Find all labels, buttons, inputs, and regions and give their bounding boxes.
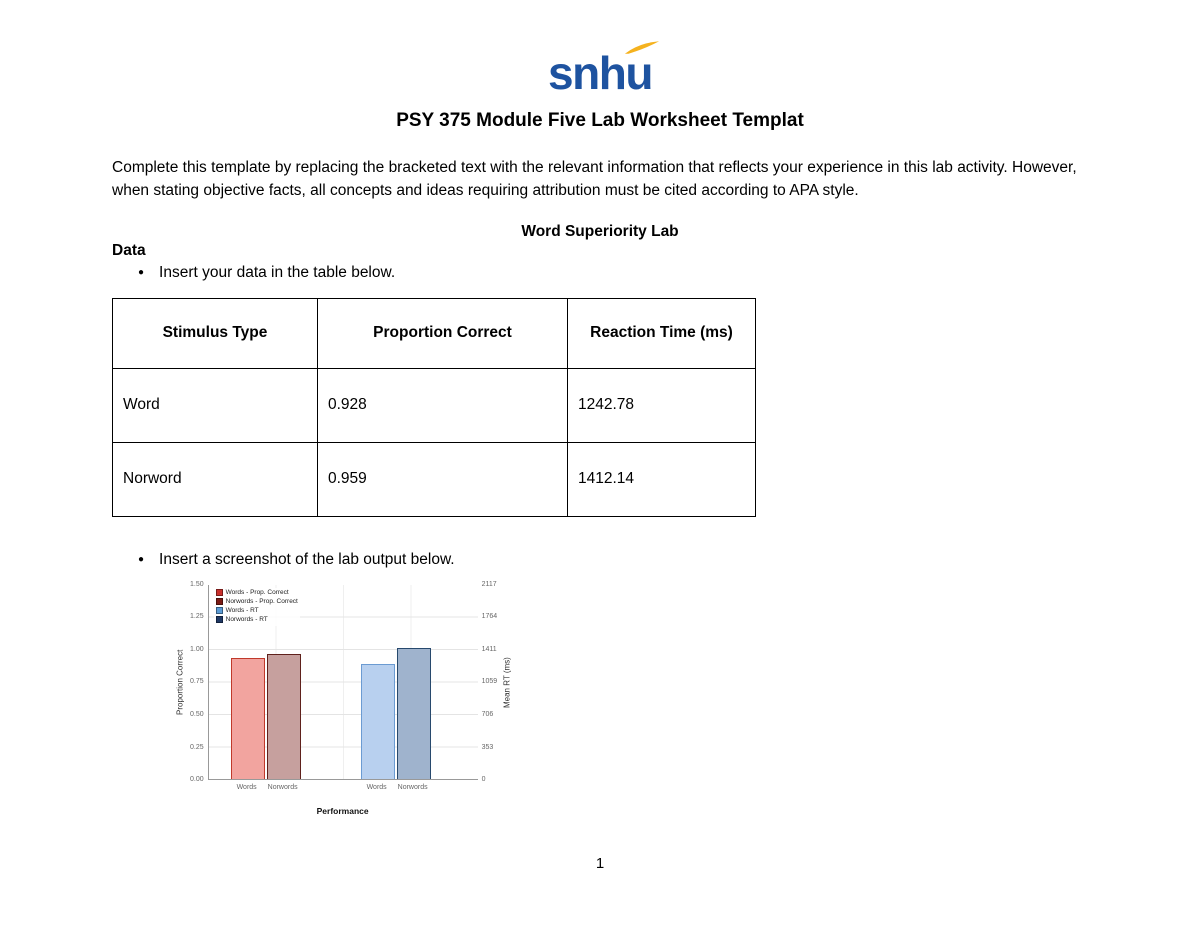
table-header-cell: Reaction Time (ms) <box>567 297 756 369</box>
legend-swatch <box>215 615 223 623</box>
bullet-text: Insert a screenshot of the lab output be… <box>159 550 455 568</box>
axis-tick-label: 0.25 <box>190 743 204 751</box>
legend-item: Norwords - RT <box>215 615 298 623</box>
page-number: 1 <box>595 855 605 872</box>
legend-swatch <box>215 597 223 605</box>
axis-tick-label: 0.00 <box>190 776 204 784</box>
legend-label: Words - Prop. Correct <box>225 588 289 596</box>
table-cell: 1412.14 <box>567 441 756 517</box>
logo-row: snhu <box>0 0 1200 96</box>
snhu-logo: snhu <box>548 41 660 99</box>
axis-tick-label: 0 <box>481 776 486 784</box>
bullet-icon <box>138 267 144 278</box>
table-cell: Norword <box>112 441 318 517</box>
chart-x-tick-label: Norwords <box>267 783 298 791</box>
legend-label: Norwords - Prop. Correct <box>225 597 298 605</box>
table-header-cell: Proportion Correct <box>317 297 568 369</box>
legend-swatch <box>215 588 223 596</box>
legend-item: Words - Prop. Correct <box>215 588 298 596</box>
legend-label: Words - RT <box>225 606 259 614</box>
axis-tick-label: 353 <box>481 743 494 751</box>
chart-bar <box>396 648 431 779</box>
axis-tick-label: 706 <box>481 711 494 719</box>
legend-swatch <box>215 606 223 614</box>
chart-plot: Words - Prop. Correct Norwords - Prop. Co… <box>207 584 478 780</box>
axis-tick-label: 1411 <box>481 645 497 653</box>
page-title: PSY 375 Module Five Lab Worksheet Templa… <box>396 110 804 131</box>
table-header-row: Stimulus Type Proportion Correct Reaction … <box>112 297 756 369</box>
chart-bar <box>266 653 301 779</box>
chart-bar <box>230 657 265 779</box>
chart-x-tick-label: Words <box>366 783 387 791</box>
axis-tick-label: 1.50 <box>190 580 204 588</box>
data-heading: Data <box>112 241 146 259</box>
axis-tick-label: 2117 <box>481 580 497 588</box>
x-axis-title: Performance <box>316 805 369 816</box>
table-row: Word 0.928 1242.78 <box>112 367 756 443</box>
right-ticks: 2117 1764 1411 1059 706 353 0 <box>478 581 502 784</box>
chart-x-tick-label: Words <box>236 783 257 791</box>
bullet-item-insert-screenshot: Insert a screenshot of the lab output be… <box>112 551 1088 569</box>
legend-item: Norwords - Prop. Correct <box>215 597 298 605</box>
document-content: PSY 375 Module Five Lab Worksheet Templa… <box>0 110 1200 816</box>
axis-tick-label: 1059 <box>481 678 498 686</box>
bullet-text: Insert your data in the table below. <box>159 263 396 281</box>
chart-legend: Words - Prop. Correct Norwords - Prop. Co… <box>213 587 300 626</box>
axis-tick-label: 1.25 <box>190 613 204 621</box>
axis-tick-label: 1764 <box>481 613 498 621</box>
left-ticks: 1.50 1.25 1.00 0.75 0.50 0.25 0.00 <box>186 581 208 784</box>
table-row: Norword 0.959 1412.14 <box>112 441 756 517</box>
table-cell: 1242.78 <box>567 367 756 443</box>
snhu-logo-text: snhu <box>548 47 653 99</box>
chart-xlabels: Words Norwords Words Norwords <box>208 780 478 794</box>
chart-bar <box>360 664 395 779</box>
axis-tick-label: 0.50 <box>190 711 204 719</box>
leaf-icon <box>624 41 660 54</box>
bullet-icon <box>138 554 144 565</box>
table-cell: 0.959 <box>317 441 568 517</box>
table-body: Word 0.928 1242.78 Norword 0.959 1412.14 <box>112 367 756 517</box>
right-axis-title: Mean RT (ms) <box>502 656 512 708</box>
legend-label: Norwords - RT <box>225 615 268 623</box>
intro-paragraph: Complete this template by replacing the … <box>112 159 1077 200</box>
lab-output-chart: Proportion Correct 1.50 1.25 1.00 0.75 0.50 0… <box>174 581 554 816</box>
chart-x-tick-label: Norwords <box>397 783 428 791</box>
table-header-cell: Stimulus Type <box>112 297 318 369</box>
axis-tick-label: 0.75 <box>190 678 204 686</box>
axis-tick-label: 1.00 <box>190 645 204 653</box>
bullet-item-insert-data: Insert your data in the table below. <box>112 264 1088 282</box>
table-cell: 0.928 <box>317 367 568 443</box>
left-axis-title: Proportion Correct <box>175 649 185 715</box>
data-table: Stimulus Type Proportion Correct Reaction … <box>112 297 756 517</box>
table-cell: Word <box>112 367 318 443</box>
section-heading: Word Superiority Lab <box>521 222 679 240</box>
legend-item: Words - RT <box>215 606 298 614</box>
